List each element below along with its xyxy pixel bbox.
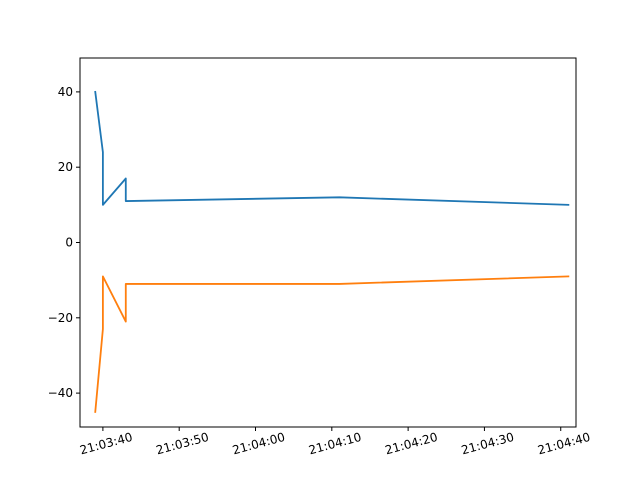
- series-layer: [94, 90, 570, 413]
- x-tick-label: 21:04:10: [307, 430, 363, 457]
- y-tick-label: 20: [58, 160, 73, 174]
- y-tick-label: −20: [48, 311, 73, 325]
- y-axis: 40 20 0 −20 −40: [48, 85, 80, 400]
- y-tick-label: −40: [48, 386, 73, 400]
- series-line-1: [94, 90, 570, 206]
- x-tick-label: 21:04:20: [384, 430, 440, 457]
- plot-area-frame: [79, 57, 577, 428]
- series-line-2: [94, 275, 570, 413]
- x-tick-label: 21:04:40: [536, 430, 592, 457]
- x-tick-label: 21:03:50: [155, 430, 211, 457]
- y-tick-label: 0: [65, 236, 73, 250]
- x-tick-label: 21:04:30: [460, 430, 516, 457]
- x-axis: 21:03:40 21:03:50 21:04:00 21:04:10 21:04:20…: [78, 427, 592, 457]
- y-tick-label: 40: [58, 85, 73, 99]
- x-tick-label: 21:03:40: [78, 430, 134, 457]
- x-tick-label: 21:04:00: [231, 430, 287, 457]
